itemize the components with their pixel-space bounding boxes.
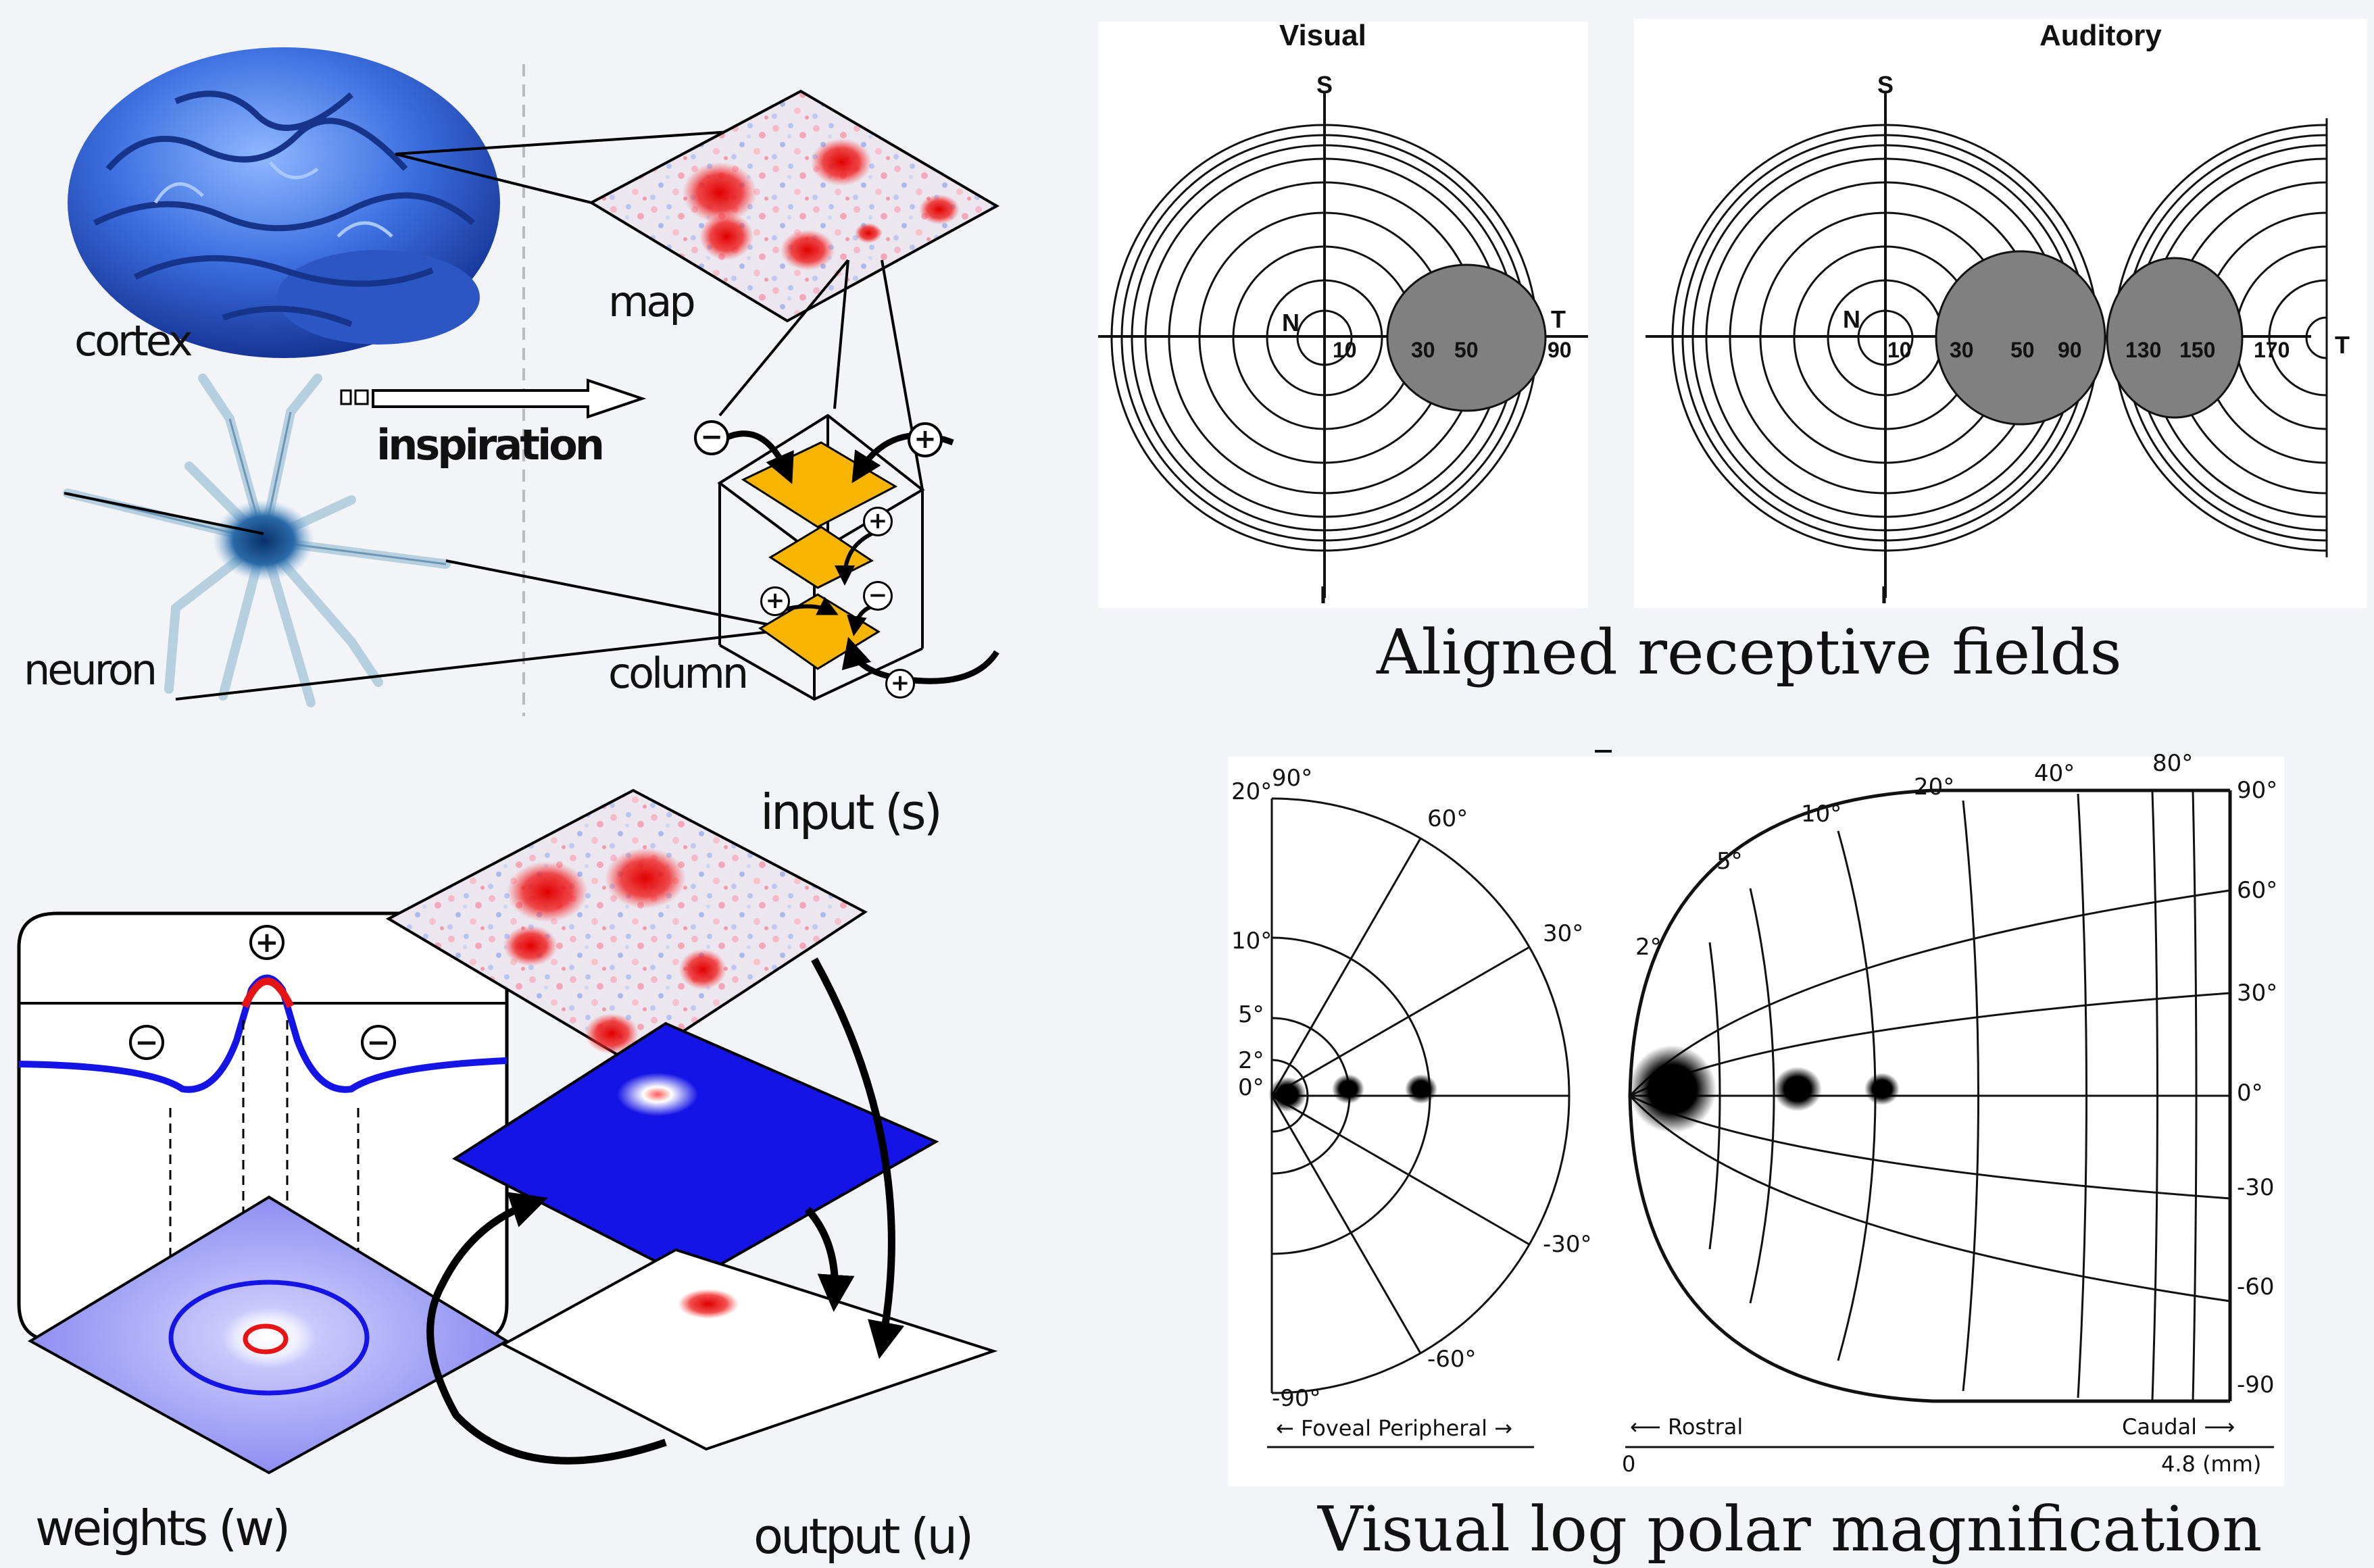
inhibit-arrow <box>721 430 794 484</box>
plus-sign-icon: + <box>863 507 893 536</box>
neuron-label: neuron <box>24 645 157 694</box>
visual-axis-top: S <box>1316 71 1333 99</box>
auditory-receptive-field-2 <box>2106 257 2244 419</box>
foveal-axis-label: ← Foveal Peripheral → <box>1276 1415 1512 1441</box>
ecc-label: 5° <box>1238 1001 1264 1028</box>
receptive-fields-caption: Aligned receptive fields <box>1377 616 2122 688</box>
angle-label: -90 <box>2237 1371 2275 1398</box>
minus-sign-icon: − <box>134 1026 159 1059</box>
minus-sign-icon: − <box>863 581 893 611</box>
column-layers <box>741 441 898 670</box>
plus-sign-icon: + <box>885 669 915 699</box>
output-label: output (u) <box>753 1508 974 1565</box>
angle-label: 30° <box>2237 980 2278 1007</box>
foci-dots <box>1268 1045 1900 1133</box>
plus-sign-icon: + <box>908 422 943 457</box>
ecc-label: 10° <box>1231 928 1272 955</box>
feedback-arrow <box>426 1192 667 1465</box>
visual-title: Visual <box>1279 19 1366 52</box>
angle-label: 30° <box>1543 920 1584 947</box>
column-label: column <box>608 649 749 698</box>
angle-label: -30° <box>1543 1231 1592 1258</box>
zoom-line <box>718 259 849 417</box>
auditory-tick: 170 <box>2254 338 2290 362</box>
auditory-receptive-field-1 <box>1935 250 2106 426</box>
visual-tick: 10 <box>1333 338 1357 362</box>
auditory-tick: 150 <box>2179 338 2216 362</box>
auditory-tick: 130 <box>2125 338 2162 362</box>
log-polar-caption: Visual log polar magnification <box>1318 1493 2262 1565</box>
angle-label: 60° <box>2237 877 2278 904</box>
kernel-peak <box>241 978 294 1009</box>
output-plane <box>500 1248 998 1451</box>
minus-sign-icon: − <box>366 1026 391 1059</box>
angle-label: -60° <box>1427 1346 1477 1373</box>
ecc-label: 0° <box>1238 1074 1264 1101</box>
ecc-label: 80° <box>2152 750 2194 777</box>
excite-arrow <box>841 636 999 684</box>
auditory-axis-top: S <box>1877 71 1894 99</box>
map-label: map <box>608 277 696 326</box>
input-plane <box>385 788 868 1066</box>
visual-axis-bottom: I <box>1320 581 1327 609</box>
ecc-label: 5° <box>1716 848 1743 875</box>
zoom-line <box>833 259 849 409</box>
ecc-label: 20° <box>1231 778 1272 805</box>
visual-receptive-field <box>1386 263 1547 412</box>
flow-arrow <box>804 1207 855 1312</box>
zoom-line <box>64 492 264 535</box>
ecc-label: 10° <box>1801 801 1842 828</box>
visual-tick: 90 <box>1548 338 1572 362</box>
plus-sign-icon: + <box>760 586 790 616</box>
ecc-label: 40° <box>2034 760 2075 787</box>
input-label: input (s) <box>760 784 943 840</box>
angle-label: 0° <box>2237 1080 2263 1107</box>
scale-end: 4.8 (mm) <box>2161 1451 2262 1477</box>
inspiration-arrow <box>340 378 647 419</box>
angle-label: 60° <box>1427 805 1468 832</box>
angle-label: 90° <box>2237 777 2278 804</box>
zoom-line <box>175 630 771 701</box>
auditory-tick: 90 <box>2058 338 2082 362</box>
weights-label: weights (w) <box>35 1500 291 1557</box>
ecc-label: 2° <box>1238 1047 1264 1074</box>
logpolar-panel <box>1228 757 2284 1486</box>
caudal-label: Caudal ⟶ <box>2122 1414 2235 1440</box>
angle-label: 90° <box>1272 765 1313 792</box>
auditory-tick: 30 <box>1950 338 1974 362</box>
angle-label: -60 <box>2237 1273 2275 1300</box>
brain-image <box>68 47 500 358</box>
rostral-label: ⟵ Rostral <box>1630 1414 1744 1440</box>
inspiration-label: inspiration <box>376 420 605 470</box>
auditory-tick: 50 <box>2010 338 2035 362</box>
auditory-axis-left: N <box>1843 305 1860 333</box>
map-plane <box>588 89 1000 323</box>
auditory-tick: 10 <box>1887 338 1912 362</box>
plus-sign-icon: + <box>255 926 279 959</box>
visual-tick: 50 <box>1454 338 1479 362</box>
excite-arrow <box>835 532 873 586</box>
ecc-label: 20° <box>1914 774 1955 801</box>
auditory-title: Auditory <box>2039 19 2162 52</box>
auditory-axis-bottom: I <box>1881 581 1888 609</box>
angle-label: -30 <box>2237 1174 2275 1201</box>
auditory-axis-right: T <box>2335 331 2350 359</box>
angle-label: -90° <box>1272 1385 1321 1412</box>
weights-plane <box>28 1195 510 1475</box>
flow-arrow <box>811 957 905 1359</box>
visual-tick: 30 <box>1411 338 1435 362</box>
kernel-signs <box>129 925 396 1060</box>
zoom-line <box>445 559 771 626</box>
minus-sign-icon: − <box>694 420 729 455</box>
ecc-label: 2° <box>1635 934 1662 961</box>
visual-axis-left: N <box>1282 309 1300 336</box>
scale-start: 0 <box>1622 1451 1636 1477</box>
visual-axis-right: T <box>1551 305 1566 333</box>
cortex-label: cortex <box>74 316 193 365</box>
